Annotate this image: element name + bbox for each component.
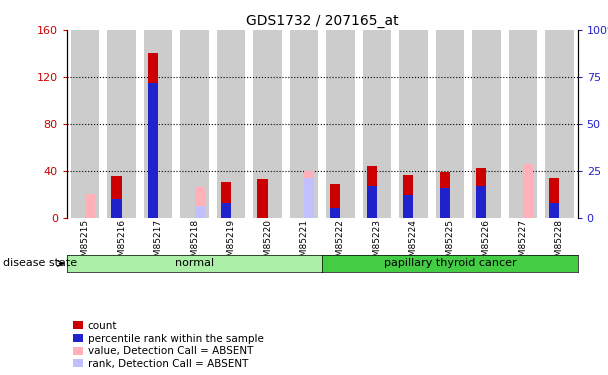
Bar xyxy=(367,186,377,218)
Bar xyxy=(367,166,377,218)
Bar xyxy=(111,177,122,218)
Bar xyxy=(403,176,413,217)
Bar xyxy=(148,54,158,217)
Bar xyxy=(257,179,268,218)
Bar xyxy=(85,194,95,217)
Bar xyxy=(549,178,559,218)
Bar xyxy=(195,187,205,218)
Bar xyxy=(304,178,314,218)
Bar xyxy=(403,195,413,217)
Bar xyxy=(304,171,314,217)
Legend: count, percentile rank within the sample, value, Detection Call = ABSENT, rank, : count, percentile rank within the sample… xyxy=(72,320,264,370)
Bar xyxy=(436,30,464,217)
Bar xyxy=(148,82,158,218)
Bar xyxy=(472,30,500,217)
Bar xyxy=(363,30,391,217)
Text: papillary thyroid cancer: papillary thyroid cancer xyxy=(384,258,516,268)
Bar xyxy=(399,30,427,217)
Bar xyxy=(509,30,537,217)
Bar xyxy=(476,186,486,218)
Bar xyxy=(111,199,122,217)
Bar xyxy=(330,183,340,218)
Bar xyxy=(440,188,450,218)
Bar xyxy=(221,202,231,217)
Bar xyxy=(217,30,245,217)
Bar xyxy=(108,30,136,217)
Bar xyxy=(330,208,340,218)
Bar xyxy=(181,30,209,217)
Bar xyxy=(195,206,205,218)
Bar xyxy=(254,30,282,217)
Bar xyxy=(523,164,533,218)
Text: disease state: disease state xyxy=(3,258,77,268)
Bar xyxy=(476,168,486,217)
Bar xyxy=(71,30,99,217)
Bar xyxy=(326,30,354,217)
Title: GDS1732 / 207165_at: GDS1732 / 207165_at xyxy=(246,13,399,28)
Bar xyxy=(545,30,573,217)
Bar xyxy=(440,172,450,217)
Text: normal: normal xyxy=(175,258,214,268)
Bar xyxy=(290,30,318,217)
Bar xyxy=(144,30,172,217)
Bar xyxy=(221,182,231,218)
Bar xyxy=(549,202,559,217)
